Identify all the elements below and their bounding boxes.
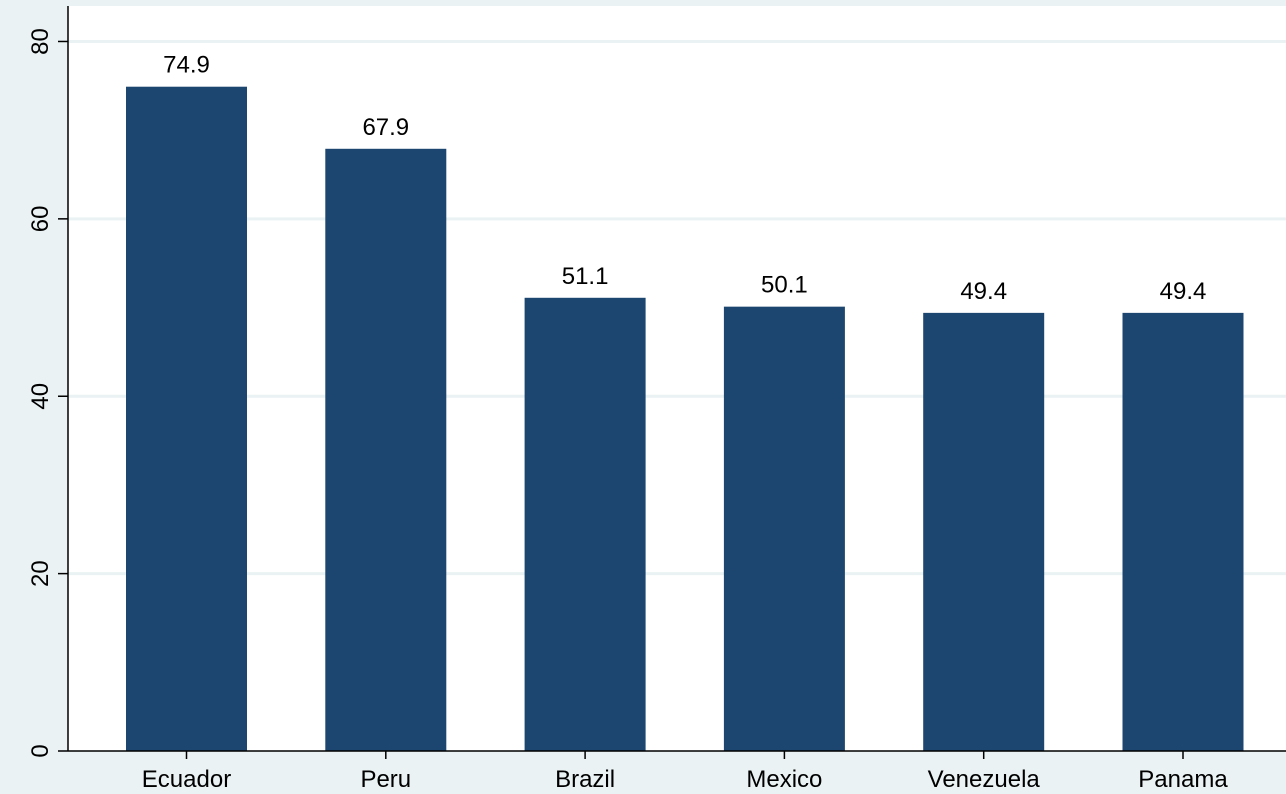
- x-tick-label-brazil: Brazil: [555, 766, 615, 793]
- y-tick-label-0: 0: [27, 744, 54, 757]
- bar-value-labels: 74.9 67.9 51.1 50.1 49.4 49.4: [163, 52, 1206, 305]
- y-tick-label-80: 80: [27, 28, 54, 55]
- y-tick-label-40: 40: [27, 383, 54, 410]
- bars: [126, 86, 1244, 752]
- plot-area: [68, 6, 1286, 751]
- bar-value-label-venezuela: 49.4: [960, 278, 1007, 305]
- gridlines: [68, 39, 1286, 576]
- x-tick-label-peru: Peru: [360, 766, 411, 793]
- y-axis: 0 20 40 60 80: [27, 6, 69, 758]
- bar-value-label-peru: 67.9: [362, 114, 409, 141]
- bar-ecuador: [126, 86, 247, 752]
- bar-value-label-ecuador: 74.9: [163, 52, 210, 79]
- bar-peru: [325, 148, 447, 751]
- bar-panama: [1122, 312, 1244, 751]
- bar-venezuela: [923, 312, 1045, 751]
- x-tick-label-mexico: Mexico: [746, 766, 822, 793]
- x-tick-label-ecuador: Ecuador: [142, 766, 231, 793]
- bar-brazil: [524, 297, 646, 751]
- bar-value-label-brazil: 51.1: [562, 263, 609, 290]
- bar-value-label-mexico: 50.1: [761, 272, 808, 299]
- y-tick-label-20: 20: [27, 560, 54, 587]
- x-axis: Ecuador Peru Brazil Mexico Venezuela Panama: [68, 750, 1286, 793]
- bar-mexico: [723, 306, 845, 751]
- y-tick-label-60: 60: [27, 206, 54, 233]
- x-tick-label-panama: Panama: [1138, 766, 1228, 793]
- bar-value-label-panama: 49.4: [1160, 278, 1207, 305]
- x-tick-label-venezuela: Venezuela: [928, 766, 1041, 793]
